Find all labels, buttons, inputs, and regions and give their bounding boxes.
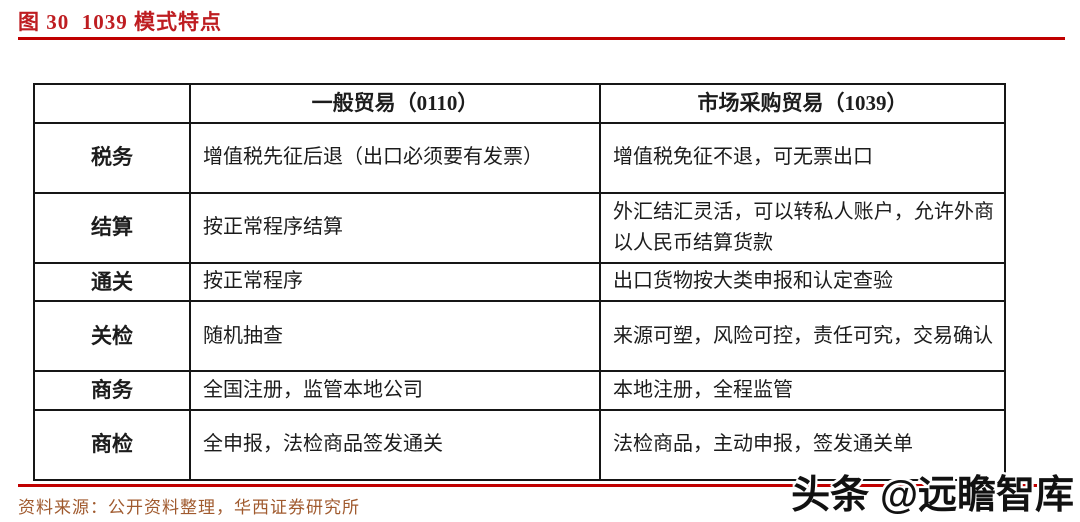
cell-tax-general: 增值税先征后退（出口必须要有发票） xyxy=(189,121,601,194)
footer-divider-line xyxy=(18,484,1065,487)
cell-commodity-inspection-general: 全申报，法检商品签发通关 xyxy=(189,408,601,481)
table-row-settlement: 结算 按正常程序结算 外汇结汇灵活，可以转私人账户，允许外商以人民币结算货款 xyxy=(33,191,1006,264)
row-label-settlement: 结算 xyxy=(33,191,191,264)
cell-customs-inspection-general: 随机抽查 xyxy=(189,300,601,373)
cell-commodity-inspection-market: 法检商品，主动申报，签发通关单 xyxy=(599,408,1006,481)
table-row-commerce: 商务 全国注册，监管本地公司 本地注册，全程监管 xyxy=(33,370,1006,411)
cell-customs-clearance-general: 按正常程序 xyxy=(189,261,601,303)
row-label-customs-inspection: 关检 xyxy=(33,300,191,373)
table-row-commodity-inspection: 商检 全申报，法检商品签发通关 法检商品，主动申报，签发通关单 xyxy=(33,408,1006,481)
row-label-customs-clearance: 通关 xyxy=(33,261,191,303)
table-row-customs-clearance: 通关 按正常程序 出口货物按大类申报和认定查验 xyxy=(33,261,1006,303)
comparison-table: 一般贸易（0110） 市场采购贸易（1039） 税务 增值税先征后退（出口必须要… xyxy=(33,83,1006,481)
cell-commerce-general: 全国注册，监管本地公司 xyxy=(189,370,601,411)
row-label-commodity-inspection: 商检 xyxy=(33,408,191,481)
row-label-tax: 税务 xyxy=(33,121,191,194)
table-row-customs-inspection: 关检 随机抽查 来源可塑，风险可控，责任可究，交易确认 xyxy=(33,300,1006,373)
table-header-row: 一般贸易（0110） 市场采购贸易（1039） xyxy=(33,83,1006,124)
cell-customs-clearance-market: 出口货物按大类申报和认定查验 xyxy=(599,261,1006,303)
watermark-logo: 头条 @远瞻智库 xyxy=(791,474,1074,517)
cell-customs-inspection-market: 来源可塑，风险可控，责任可究，交易确认 xyxy=(599,300,1006,373)
header-cell-empty xyxy=(33,83,191,124)
figure-title: 图 30 1039 模式特点 xyxy=(18,10,222,34)
cell-settlement-market: 外汇结汇灵活，可以转私人账户，允许外商以人民币结算货款 xyxy=(599,191,1006,264)
cell-settlement-general: 按正常程序结算 xyxy=(189,191,601,264)
title-divider-line xyxy=(18,37,1065,40)
cell-tax-market: 增值税免征不退，可无票出口 xyxy=(599,121,1006,194)
row-label-commerce: 商务 xyxy=(33,370,191,411)
source-note: 资料来源：公开资料整理，华西证券研究所 xyxy=(18,498,360,517)
header-cell-general-trade: 一般贸易（0110） xyxy=(189,83,601,124)
header-cell-market-procurement: 市场采购贸易（1039） xyxy=(599,83,1006,124)
cell-commerce-market: 本地注册，全程监管 xyxy=(599,370,1006,411)
table-row-tax: 税务 增值税先征后退（出口必须要有发票） 增值税免征不退，可无票出口 xyxy=(33,121,1006,194)
